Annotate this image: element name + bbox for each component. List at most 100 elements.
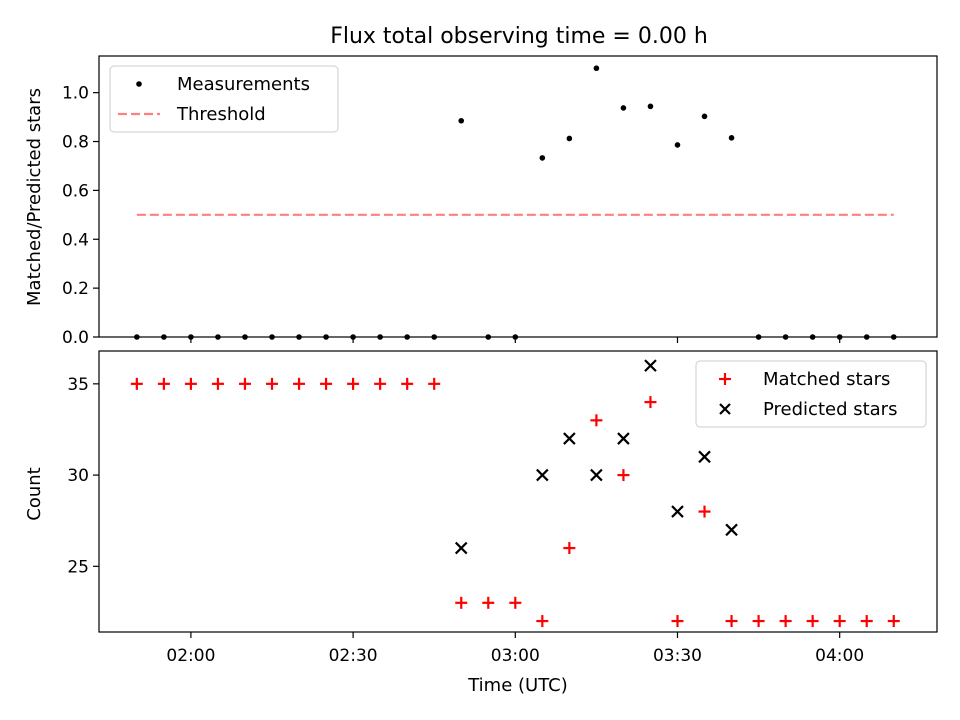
measurement-point	[701, 113, 708, 120]
measurement-point	[242, 334, 248, 340]
measurement-point	[377, 334, 383, 340]
matched-star-point	[536, 615, 549, 628]
matched-star-point	[779, 615, 792, 628]
top-y-tick-label: 1.0	[62, 84, 89, 104]
figure-title: Flux total observing time = 0.00 h	[330, 24, 708, 49]
predicted-star-point	[698, 450, 711, 464]
bottom-x-tick-label: 03:30	[653, 646, 702, 666]
predicted-star-stroke-b	[590, 468, 603, 482]
measurement-point	[539, 155, 546, 161]
measurement-point	[782, 334, 789, 340]
matched-star-point	[833, 615, 846, 628]
top-y-ticks: 0.0 0.2 0.4 0.6 0.8 1.0	[62, 84, 99, 348]
matched-star-point	[752, 615, 765, 628]
matched-star-point	[509, 596, 522, 609]
matched-star-point	[860, 615, 873, 628]
predicted-star-stroke-b	[454, 541, 468, 555]
measurement-point	[566, 135, 573, 142]
bottom-y-tick-label: 35	[67, 375, 89, 395]
measurement-point	[863, 334, 870, 340]
matched-star-point	[266, 377, 279, 390]
predicted-star-point	[454, 541, 468, 555]
measurement-point	[404, 334, 410, 340]
bottom-legend: Matched stars Predicted stars	[695, 360, 927, 428]
legend-predicted-marker	[719, 403, 731, 415]
top-legend: Measurements Threshold	[109, 65, 339, 133]
predicted-star-point	[725, 523, 738, 537]
predicted-star-stroke-b	[671, 505, 684, 518]
matched-star-point	[130, 377, 143, 390]
matched-star-point	[157, 377, 170, 390]
bottom-x-axis-label: Time (UTC)	[467, 675, 568, 696]
measurement-point	[647, 103, 654, 110]
bottom-y-tick-label: 30	[67, 466, 89, 486]
legend-measurements-label: Measurements	[177, 74, 310, 95]
top-y-tick-label: 0.8	[62, 133, 89, 153]
legend-predicted-label: Predicted stars	[763, 399, 897, 420]
matched-star-point	[806, 615, 819, 628]
measurement-point	[161, 334, 167, 340]
predicted-star-stroke-b	[536, 468, 549, 482]
top-y-tick-label: 0.0	[62, 328, 89, 348]
bottom-panel: 25 30 35 Count 02:00 02:30 03:00 03:30 04:00 T…	[24, 350, 938, 696]
matched-star-point	[590, 414, 603, 427]
measurement-point	[593, 65, 600, 72]
measurement-point	[269, 334, 275, 340]
predicted-star-point	[671, 505, 684, 518]
bottom-x-tick-label: 02:30	[329, 646, 378, 666]
measurement-point	[512, 334, 519, 340]
predicted-star-point	[617, 432, 630, 445]
measurement-point	[755, 334, 762, 340]
matched-star-point	[725, 615, 738, 628]
bottom-data-marks	[130, 359, 900, 628]
legend-measurements-marker	[136, 81, 142, 87]
legend-matched-marker	[719, 373, 731, 385]
matched-star-point	[698, 505, 711, 518]
predicted-star-stroke-b	[617, 432, 630, 445]
matched-star-point	[238, 377, 251, 390]
bottom-x-tick-label: 03:00	[491, 646, 540, 666]
bottom-y-ticks: 25 30 35	[67, 375, 99, 577]
measurement-point	[674, 142, 681, 148]
legend-threshold-label: Threshold	[176, 104, 266, 125]
matched-star-point	[887, 615, 900, 628]
measurement-point	[728, 135, 735, 141]
matched-star-point	[211, 377, 224, 390]
matched-star-point	[482, 596, 495, 609]
matched-star-point	[428, 377, 441, 390]
matched-star-point	[617, 469, 630, 482]
measurement-point	[890, 334, 897, 340]
bottom-legend-box	[695, 360, 927, 428]
predicted-star-stroke-b	[725, 523, 738, 537]
legend-matched-label: Matched stars	[763, 369, 890, 390]
matched-star-point	[671, 615, 684, 628]
top-panel: 0.0 0.2 0.4 0.6 0.8 1.0 Matched/Predicted sta…	[24, 55, 938, 348]
measurement-point	[215, 334, 221, 340]
matched-star-point	[644, 396, 657, 409]
matched-star-point	[563, 542, 576, 555]
measurement-point	[485, 334, 492, 340]
matched-star-point	[455, 596, 468, 609]
predicted-star-point	[563, 432, 576, 445]
matched-star-point	[293, 377, 306, 390]
matched-star-point	[320, 377, 333, 390]
bottom-x-tick-label: 02:00	[166, 646, 215, 666]
bottom-x-ticks: 02:00 02:30 03:00 03:30 04:00	[166, 632, 864, 666]
top-legend-box	[109, 65, 339, 133]
measurement-point	[620, 105, 627, 111]
measurement-point	[836, 334, 843, 340]
predicted-star-stroke-b	[563, 432, 576, 445]
predicted-star-point	[644, 359, 657, 372]
measurement-point	[323, 334, 329, 340]
bottom-x-tick-label: 04:00	[815, 646, 864, 666]
bottom-y-axis-label: Count	[24, 467, 45, 520]
measurement-point	[134, 334, 140, 340]
predicted-star-point	[536, 468, 549, 482]
predicted-star-stroke-b	[698, 450, 711, 464]
measurement-point	[296, 334, 302, 340]
bottom-plot-frame	[98, 350, 938, 633]
predicted-star-stroke-b	[644, 359, 657, 372]
top-data-marks	[134, 65, 897, 340]
measurement-point	[431, 334, 438, 340]
